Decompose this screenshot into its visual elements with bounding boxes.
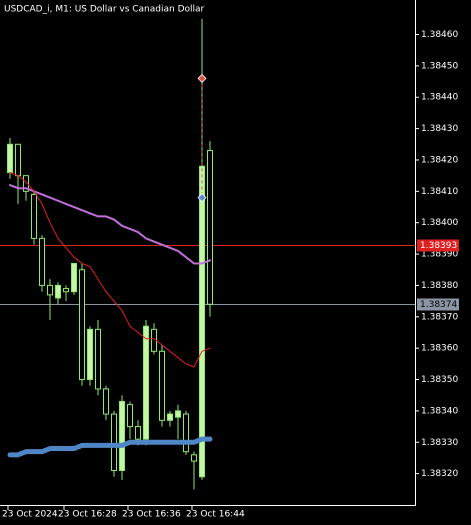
price-label-box xyxy=(417,298,459,311)
y-tick-label: 1.38390 xyxy=(421,250,458,260)
candle-body xyxy=(39,237,45,286)
candle-body xyxy=(175,410,181,418)
candle-body xyxy=(63,288,69,293)
y-tick-label: 1.38370 xyxy=(421,312,458,322)
candle-body xyxy=(167,413,173,421)
candle-body xyxy=(31,193,37,239)
indicator-line xyxy=(7,436,213,458)
candle-body xyxy=(7,143,13,174)
x-tick-label: 23 Oct 16:28 xyxy=(58,510,117,520)
candle-body xyxy=(127,404,133,428)
y-tick-label: 1.38350 xyxy=(421,375,458,385)
price-label: 1.38374 xyxy=(420,300,457,310)
indicator-line xyxy=(9,184,211,265)
candle-body xyxy=(47,284,53,296)
y-tick-label: 1.38440 xyxy=(421,93,458,103)
candle-body xyxy=(103,388,109,415)
y-tick-label: 1.38320 xyxy=(421,469,458,479)
y-tick-label: 1.38420 xyxy=(421,155,458,165)
y-tick-label: 1.38460 xyxy=(421,30,458,40)
candle-body xyxy=(79,269,85,381)
y-tick-label: 1.38340 xyxy=(421,406,458,416)
trade-marker xyxy=(197,73,207,83)
price-label-box xyxy=(417,239,459,252)
indicator-line xyxy=(9,172,211,368)
candle-body xyxy=(71,262,77,293)
y-tick-label: 1.38360 xyxy=(421,344,458,354)
x-tick-label: 23 Oct 16:44 xyxy=(186,510,245,520)
trade-marker xyxy=(197,193,207,203)
x-tick-label: 23 Oct 16:36 xyxy=(122,510,181,520)
y-tick-label: 1.38380 xyxy=(421,281,458,291)
chart-title: USDCAD_i, M1: US Dollar vs Canadian Doll… xyxy=(4,5,205,15)
candle-body xyxy=(199,165,205,478)
candle-body xyxy=(87,328,93,381)
candle-body xyxy=(143,325,149,440)
candle-body xyxy=(23,175,29,192)
y-tick-label: 1.38400 xyxy=(421,218,458,228)
y-tick-label: 1.38330 xyxy=(421,438,458,448)
y-tick-label: 1.38430 xyxy=(421,124,458,134)
y-tick-label: 1.38450 xyxy=(421,61,458,71)
candle-body xyxy=(111,413,117,471)
price-label: 1.38393 xyxy=(420,241,457,251)
candle-body xyxy=(191,454,197,462)
candle-body xyxy=(95,328,101,390)
candle-body xyxy=(135,426,141,440)
candle-body xyxy=(183,413,189,453)
candle-body xyxy=(207,150,213,305)
y-tick-label: 1.38410 xyxy=(421,187,458,197)
candle-body xyxy=(55,284,61,299)
candle-body xyxy=(159,350,165,421)
candle-body xyxy=(119,400,125,471)
candle-body xyxy=(15,143,21,177)
x-tick-label: 23 Oct 2024 xyxy=(2,510,58,520)
